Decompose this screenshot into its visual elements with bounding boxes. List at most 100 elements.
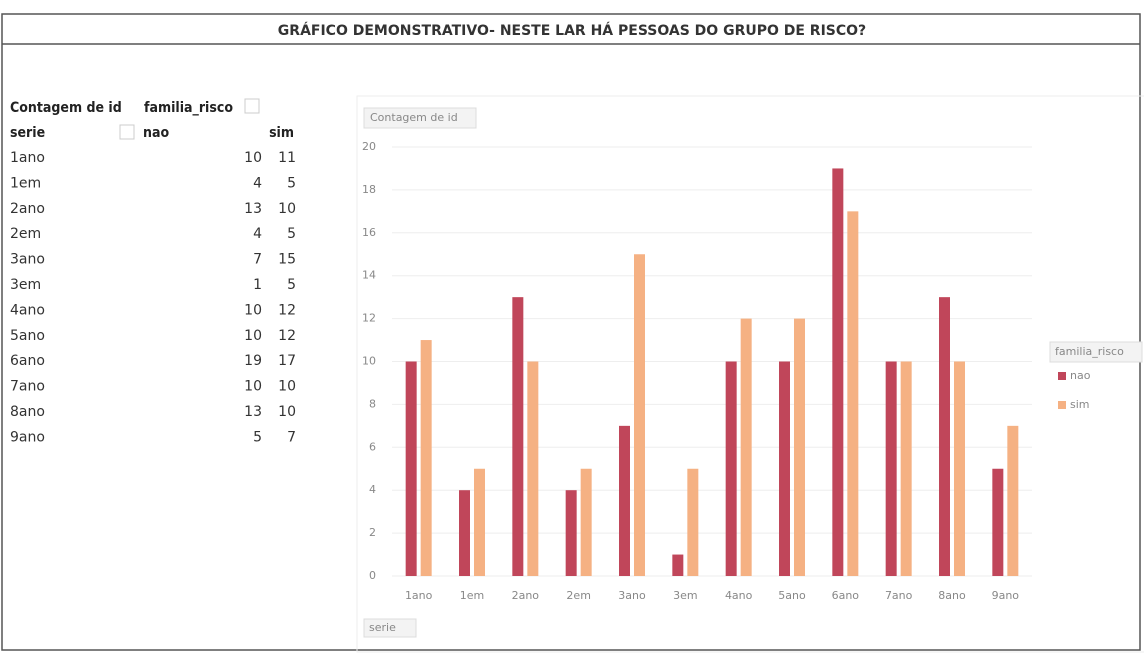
x-tick-label: 7ano bbox=[885, 589, 913, 602]
y-tick-label: 18 bbox=[362, 183, 376, 196]
table-cell: 13 bbox=[244, 201, 262, 217]
table-cell: 4 bbox=[253, 226, 262, 242]
bar bbox=[992, 468, 1004, 576]
y-tick-label: 4 bbox=[369, 483, 376, 496]
bar bbox=[847, 211, 859, 576]
table-cell: 7 bbox=[287, 429, 296, 445]
table-cell: 4ano bbox=[10, 302, 45, 318]
table-cell: 15 bbox=[278, 252, 296, 268]
title: GRÁFICO DEMONSTRATIVO- NESTE LAR HÁ PESS… bbox=[278, 22, 866, 39]
bar bbox=[565, 490, 577, 576]
bar bbox=[954, 361, 965, 576]
table-cell: 5 bbox=[287, 277, 296, 293]
x-tick-label: 1em bbox=[460, 589, 484, 602]
x-tick-label: 5ano bbox=[778, 589, 806, 602]
table-cell: 1 bbox=[253, 277, 262, 293]
legend-swatch bbox=[1058, 401, 1066, 409]
y-tick-label: 8 bbox=[369, 397, 376, 410]
table-cell: 5 bbox=[287, 175, 296, 191]
x-tick-label: 3ano bbox=[618, 589, 646, 602]
bar bbox=[512, 297, 524, 576]
table-cell: 11 bbox=[278, 150, 296, 166]
field-button[interactable] bbox=[1049, 341, 1143, 363]
table-cell: 13 bbox=[244, 404, 262, 420]
table-cell: 19 bbox=[244, 353, 262, 369]
bar bbox=[527, 361, 539, 576]
table-header: familia_risco bbox=[144, 100, 233, 116]
legend-label: nao bbox=[1070, 369, 1091, 382]
table-cell: 10 bbox=[244, 150, 262, 166]
table-header: serie bbox=[10, 125, 45, 141]
table-cell: 10 bbox=[278, 201, 296, 217]
bar bbox=[939, 297, 950, 576]
table-cell: 12 bbox=[278, 302, 296, 318]
table-cell: 7ano bbox=[10, 379, 45, 395]
x-tick-label: 2em bbox=[566, 589, 590, 602]
bar bbox=[740, 318, 752, 576]
table-header: Contagem de id bbox=[10, 100, 122, 116]
table-cell: 10 bbox=[278, 379, 296, 395]
y-tick-label: 2 bbox=[369, 526, 376, 539]
table-cell: 4 bbox=[253, 175, 262, 191]
y-tick-label: 10 bbox=[362, 355, 376, 368]
bar bbox=[725, 361, 737, 576]
table-cell: 17 bbox=[278, 353, 296, 369]
field-button[interactable] bbox=[363, 618, 417, 638]
x-tick-label: 3em bbox=[673, 589, 697, 602]
y-tick-label: 16 bbox=[362, 226, 376, 239]
filter-button[interactable] bbox=[244, 98, 260, 114]
table-cell: 8ano bbox=[10, 404, 45, 420]
field-button bbox=[363, 107, 477, 129]
bar bbox=[459, 490, 470, 576]
bar bbox=[634, 254, 645, 576]
x-tick-label: 6ano bbox=[832, 589, 860, 602]
y-axis-label: Contagem de id bbox=[370, 111, 458, 124]
bar bbox=[687, 468, 699, 576]
table-header: sim bbox=[269, 125, 294, 141]
table-cell: 9ano bbox=[10, 429, 45, 445]
table-cell: 3em bbox=[10, 277, 41, 293]
y-tick-label: 12 bbox=[362, 312, 376, 325]
table-cell: 10 bbox=[244, 379, 262, 395]
x-tick-label: 4ano bbox=[725, 589, 753, 602]
bar bbox=[779, 361, 790, 576]
y-tick-label: 6 bbox=[369, 440, 376, 453]
table-cell: 7 bbox=[253, 252, 262, 268]
x-field: serie bbox=[369, 621, 396, 634]
table-cell: 10 bbox=[244, 302, 262, 318]
table-cell: 3ano bbox=[10, 252, 45, 268]
bar bbox=[420, 340, 432, 576]
bar bbox=[794, 318, 805, 576]
chart-area bbox=[356, 95, 1144, 653]
table-header: nao bbox=[143, 125, 169, 141]
y-tick-label: 14 bbox=[362, 269, 376, 282]
table-cell: 2ano bbox=[10, 201, 45, 217]
table-cell: 10 bbox=[244, 328, 262, 344]
table-cell: 5 bbox=[287, 226, 296, 242]
x-tick-label: 9ano bbox=[992, 589, 1020, 602]
bar bbox=[900, 361, 912, 576]
x-tick-label: 8ano bbox=[938, 589, 966, 602]
table-cell: 5 bbox=[253, 429, 262, 445]
y-tick-label: 20 bbox=[362, 140, 376, 153]
table-cell: 10 bbox=[278, 404, 296, 420]
bar bbox=[474, 468, 485, 576]
table-cell: 12 bbox=[278, 328, 296, 344]
bar bbox=[832, 168, 844, 576]
bar bbox=[619, 425, 630, 576]
bar bbox=[1007, 425, 1019, 576]
legend-swatch bbox=[1058, 372, 1066, 380]
x-tick-label: 1ano bbox=[405, 589, 433, 602]
bar bbox=[885, 361, 897, 576]
legend-label: sim bbox=[1070, 398, 1090, 411]
table-cell: 1ano bbox=[10, 150, 45, 166]
table-cell: 2em bbox=[10, 226, 41, 242]
table-cell: 1em bbox=[10, 175, 41, 191]
bar bbox=[672, 554, 684, 576]
y-tick-label: 0 bbox=[369, 569, 376, 582]
bar bbox=[580, 468, 592, 576]
filter-button[interactable] bbox=[119, 124, 135, 140]
table-cell: 5ano bbox=[10, 328, 45, 344]
table-cell: 6ano bbox=[10, 353, 45, 369]
